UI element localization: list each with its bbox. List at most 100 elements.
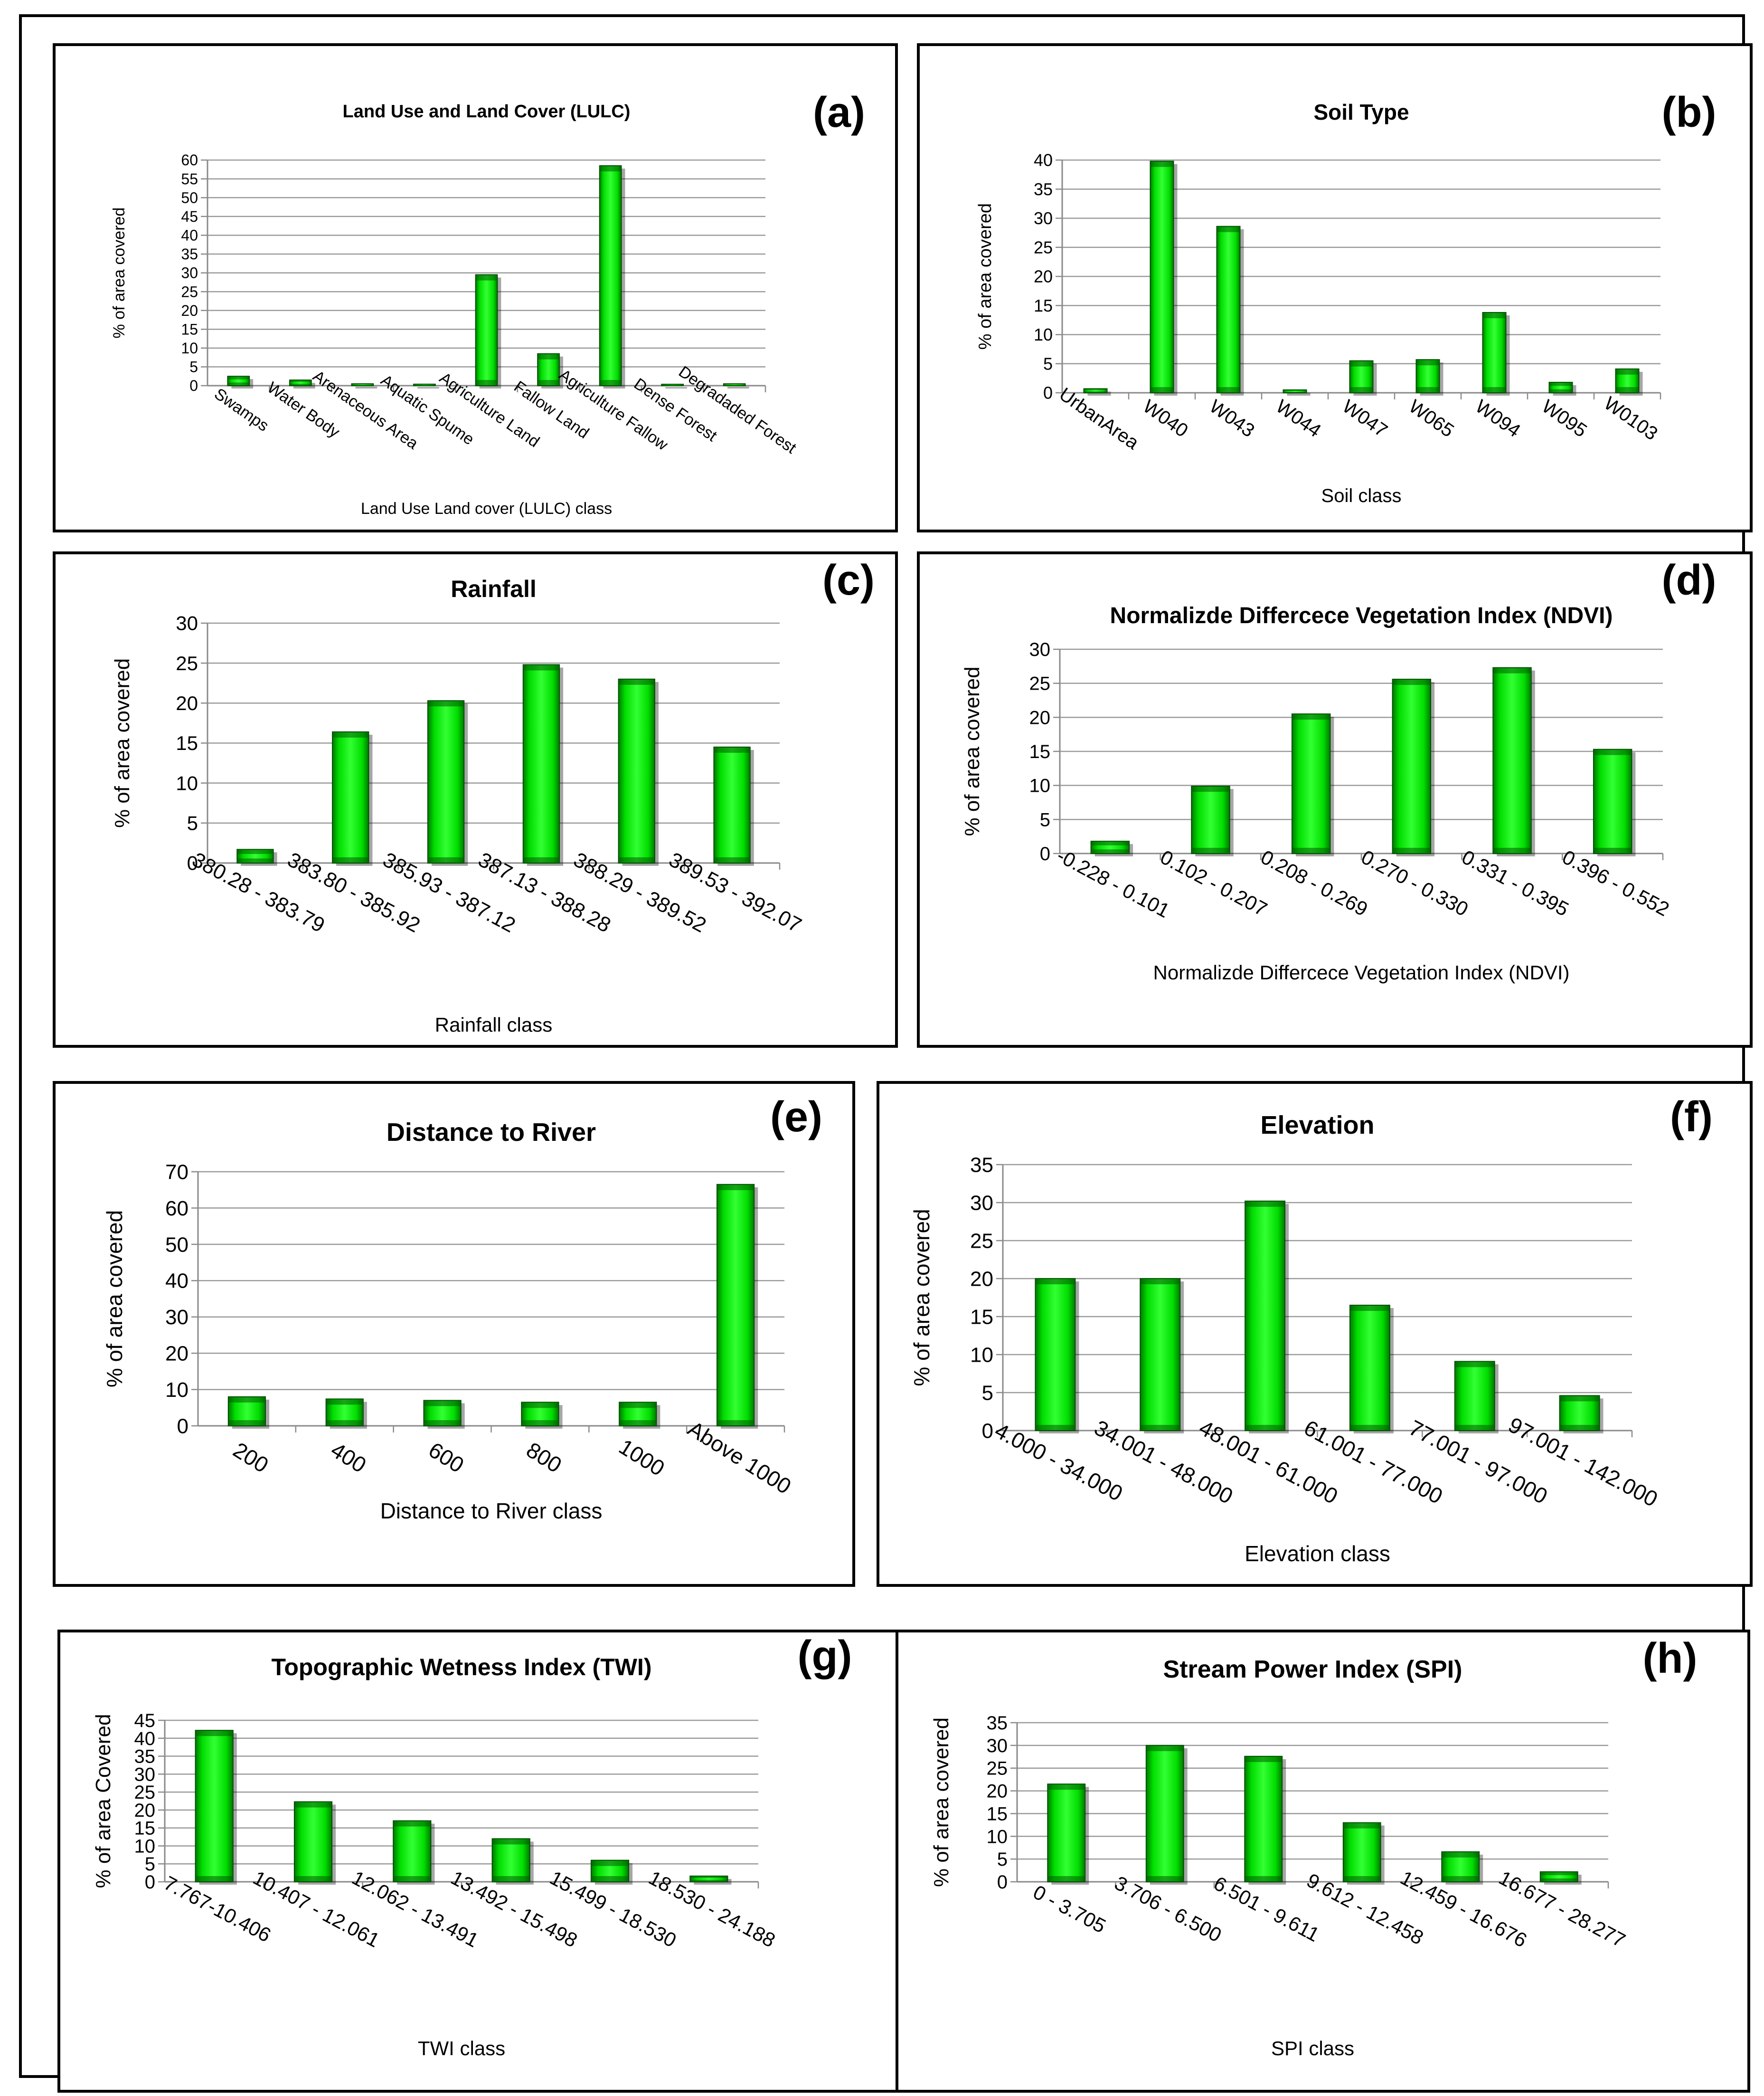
x-category-label: Swamps	[211, 385, 272, 435]
bar	[1191, 786, 1230, 854]
bar	[599, 165, 622, 386]
y-tick-label: 10	[970, 1343, 993, 1366]
bar	[1482, 312, 1507, 394]
y-tick-label: 40	[1034, 151, 1053, 170]
bar-bottom-bevel	[538, 380, 559, 386]
panel-rainfall: Rainfall (c) 0 5 10 15 20 25 30 380.28 - 383.79 38…	[53, 551, 898, 1048]
bar-bottom-bevel	[1343, 1876, 1381, 1882]
x-category-label: 1000	[615, 1434, 669, 1480]
bar-top-bevel	[1146, 1745, 1184, 1751]
x-category-label: W040	[1139, 396, 1192, 441]
bar-bottom-bevel	[195, 1876, 233, 1882]
y-tick-label: 70	[165, 1160, 189, 1184]
y-tick-label: 25	[134, 1782, 156, 1803]
bar-top-bevel	[1245, 1756, 1283, 1762]
bar-top-bevel	[1392, 679, 1431, 685]
y-tick-label: 0	[177, 1414, 189, 1438]
bar	[1454, 1361, 1495, 1432]
bar-top-bevel	[289, 380, 311, 382]
bar-bottom-bevel	[690, 1879, 728, 1882]
panel-soil-type: Soil Type (b) 0 5 10 15 20 25 30 35 40 UrbanArea W04…	[917, 43, 1753, 532]
y-tick-label: 20	[987, 1781, 1008, 1802]
chart-title: Distance to River	[387, 1118, 596, 1147]
bar-top-bevel	[1343, 1822, 1381, 1829]
y-tick-label: 15	[134, 1818, 156, 1839]
chart-svg: Normalizde Differcece Vegetation Index (…	[961, 557, 1716, 984]
bar-bottom-bevel	[1191, 848, 1230, 854]
bar-bottom-bevel	[332, 857, 369, 863]
y-axis-title: % of area covered	[930, 1717, 953, 1887]
x-category-label: 0 - 3.705	[1029, 1881, 1109, 1937]
bar-bottom-bevel	[1559, 1425, 1600, 1431]
x-category-label: Degradaded Forest	[675, 362, 800, 457]
bar-bottom-bevel	[414, 385, 435, 386]
panel-elevation: Elevation (f) 0 5 10 15 20 25 30 35 4.000 - 34.000…	[877, 1081, 1753, 1587]
bar	[1244, 1755, 1283, 1882]
bar-bottom-bevel	[227, 382, 250, 386]
y-tick-label: 20	[1029, 707, 1051, 728]
y-tick-label: 5	[187, 812, 198, 835]
y-axis-title: % of area covered	[961, 666, 984, 836]
y-tick-label: 0	[187, 852, 198, 874]
bar-top-bevel	[591, 1860, 629, 1866]
x-category-label: 800	[522, 1437, 566, 1478]
bar-bottom-bevel	[1349, 387, 1373, 393]
bar	[491, 1838, 530, 1883]
y-tick-label: 25	[1029, 673, 1051, 694]
panel-tag: (a)	[813, 89, 865, 136]
bar-top-bevel	[714, 747, 750, 753]
bar	[1035, 1278, 1076, 1431]
x-category-label: Arenaceous Area	[310, 367, 422, 453]
y-tick-label: 10	[1029, 776, 1051, 797]
y-tick-label: 5	[1043, 354, 1053, 373]
y-tick-label: 60	[165, 1197, 189, 1220]
bar-shadow	[417, 387, 439, 389]
y-tick-label: 40	[134, 1728, 156, 1749]
y-tick-label: 35	[1034, 180, 1053, 199]
y-axis-title: % of area covered	[975, 203, 995, 350]
y-tick-label: 35	[181, 246, 198, 263]
bar-shadow	[665, 387, 688, 389]
y-tick-label: 45	[134, 1710, 156, 1731]
bar-bottom-bevel	[424, 1420, 461, 1426]
x-category-label: W094	[1472, 396, 1524, 441]
y-tick-label: 0	[145, 1872, 155, 1893]
y-tick-label: 5	[1040, 809, 1050, 830]
bar-top-bevel	[1482, 312, 1506, 318]
x-axis-title: SPI class	[1271, 2037, 1354, 2059]
y-tick-label: 0	[982, 1419, 993, 1442]
bar	[1291, 713, 1331, 854]
bar-bottom-bevel	[523, 857, 560, 863]
bar-top-bevel	[1217, 226, 1240, 232]
bar-top-bevel	[227, 376, 250, 379]
bar	[427, 700, 465, 863]
bar-bottom-bevel	[393, 1876, 431, 1882]
bar-top-bevel	[1615, 369, 1639, 375]
x-axis-title: Rainfall class	[435, 1014, 552, 1036]
y-tick-label: 25	[1034, 237, 1053, 257]
bar	[293, 1801, 333, 1882]
bar	[1492, 667, 1532, 854]
bar-bottom-bevel	[1615, 387, 1639, 393]
bar-bottom-bevel	[1442, 1876, 1480, 1882]
bar-bottom-bevel	[723, 385, 745, 386]
bar-top-bevel	[332, 731, 369, 738]
y-axis-title: % of area Covered	[92, 1714, 115, 1888]
bar-bottom-bevel	[1035, 1425, 1075, 1431]
panel-distance-to-river: Distance to River (e) 0 10 20 30 40 50 60 70 200 40…	[53, 1081, 855, 1587]
bar-shadow	[355, 387, 377, 389]
bar-top-bevel	[1454, 1361, 1495, 1367]
panel-tag: (g)	[798, 1632, 852, 1680]
y-tick-label: 35	[987, 1713, 1008, 1734]
bar-top-bevel	[1140, 1279, 1180, 1284]
x-axis-title: Elevation class	[1245, 1541, 1390, 1566]
bar	[195, 1730, 234, 1882]
bar-top-bevel	[1593, 749, 1632, 755]
bar-top-bevel	[424, 1400, 461, 1406]
bar-top-bevel	[326, 1399, 363, 1405]
bar-top-bevel	[393, 1821, 431, 1827]
bar	[332, 731, 369, 863]
bar	[475, 274, 498, 387]
bar-top-bevel	[690, 1876, 728, 1878]
